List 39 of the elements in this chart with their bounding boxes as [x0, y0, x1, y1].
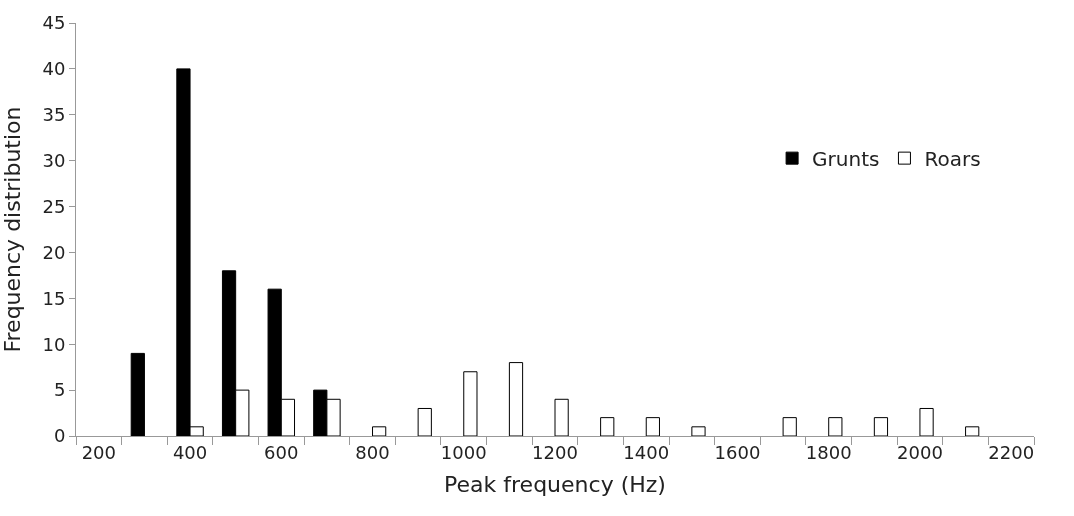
x-tick-label: 200 — [81, 441, 116, 463]
bar — [508, 362, 524, 436]
y-tick-label: 15 — [42, 287, 66, 309]
y-tick-label: 35 — [42, 104, 66, 126]
x-tick-label: 1800 — [805, 441, 852, 463]
bar — [372, 426, 387, 436]
bar — [554, 398, 569, 436]
x-tick-label: 400 — [172, 441, 208, 463]
bar — [691, 426, 706, 436]
bar — [828, 417, 843, 436]
bar — [965, 426, 980, 436]
y-tick-label: 25 — [42, 195, 66, 217]
y-tick-label: 5 — [53, 379, 66, 401]
y-tick-label: 10 — [42, 333, 66, 355]
bar — [463, 371, 478, 436]
y-tick-label: 20 — [42, 241, 66, 263]
x-tick-label: 2200 — [988, 441, 1035, 463]
x-tick-label: 800 — [355, 441, 390, 463]
x-tick-label: 1400 — [623, 441, 670, 463]
x-tick-label: 2000 — [897, 441, 943, 463]
x-tick-label: 1600 — [714, 441, 761, 463]
bar — [417, 407, 432, 436]
x-tick-label: 1200 — [532, 441, 578, 463]
y-axis-title: Frequency distribution — [0, 106, 26, 353]
x-tick-label: 1000 — [440, 441, 487, 463]
legend-label: Grunts — [812, 146, 880, 171]
legend-label: Roars — [924, 146, 981, 171]
y-tick-label: 40 — [42, 58, 66, 80]
bar — [919, 407, 934, 436]
bar — [782, 417, 797, 436]
y-tick-label: 0 — [53, 425, 66, 447]
y-tick-label: 45 — [42, 12, 66, 34]
bar — [645, 417, 660, 436]
bar — [130, 352, 145, 436]
y-tick-label: 30 — [42, 149, 66, 171]
x-axis-title: Peak frequency (Hz) — [444, 472, 666, 498]
bar — [873, 417, 889, 436]
bar — [600, 417, 615, 436]
x-tick-label: 600 — [264, 441, 299, 463]
